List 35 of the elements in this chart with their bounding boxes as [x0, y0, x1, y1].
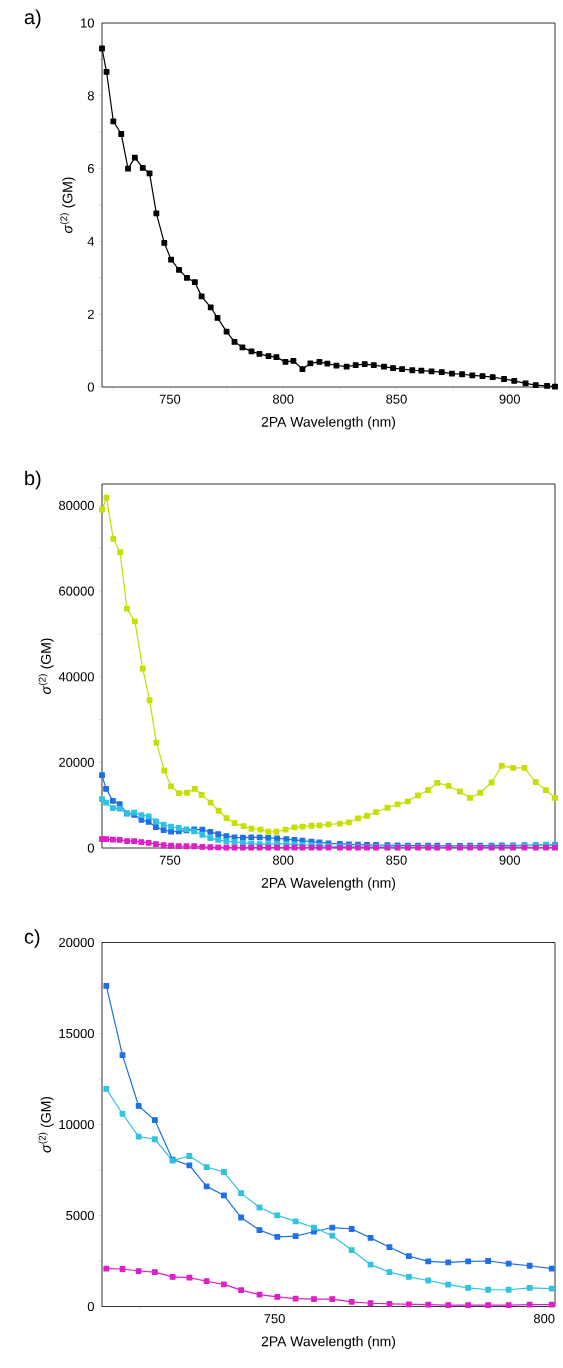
y-tick-label: 0 — [87, 382, 94, 392]
y-axis-title: σ$^{(2)}$ (GM) — [38, 1096, 54, 1153]
x-tick-label: 800 — [533, 1314, 555, 1324]
y-tick-label: 5000 — [66, 1210, 94, 1221]
y-tick-label: 8 — [87, 91, 94, 101]
x-tick-label: 750 — [159, 394, 181, 404]
y-tick-label: 0 — [87, 1301, 94, 1312]
x-tick-label: 750 — [159, 855, 181, 865]
x-tick-label: 850 — [386, 394, 407, 404]
y-tick-label: 10000 — [59, 1119, 94, 1130]
x-tick-label: 750 — [264, 1314, 285, 1324]
y-axis-title: σ$^{(2)}$ (GM) — [60, 177, 76, 233]
x-axis-title: 2PA Wavelength (nm) — [261, 416, 396, 430]
y-tick-label: 2 — [87, 309, 94, 319]
x-tick-label: 900 — [499, 855, 520, 865]
x-tick-label: 800 — [272, 394, 294, 404]
chart-title: c) — [24, 929, 40, 948]
chart-title: b) — [25, 470, 41, 490]
y-tick-label: 60000 — [59, 586, 94, 596]
x-tick-label: 900 — [499, 394, 520, 404]
x-tick-label: 800 — [272, 855, 294, 865]
chart-title: a) — [24, 9, 41, 29]
y-axis-title: σ$^{(2)}$ (GM) — [38, 638, 54, 694]
y-tick-label: 10 — [81, 18, 94, 28]
x-tick-label: 850 — [386, 855, 407, 865]
y-tick-label: 6 — [87, 164, 94, 174]
y-tick-label: 40000 — [58, 672, 94, 682]
y-tick-label: 20000 — [59, 757, 94, 767]
y-tick-label: 20000 — [59, 937, 94, 948]
y-tick-label: 15000 — [59, 1028, 94, 1039]
y-tick-label: 80000 — [59, 500, 94, 510]
x-axis-title: 2PA Wavelength (nm) — [261, 877, 396, 891]
x-axis-title: 2PA Wavelength (nm) — [261, 1336, 396, 1350]
y-tick-label: 0 — [87, 843, 94, 853]
y-tick-label: 4 — [87, 236, 95, 246]
